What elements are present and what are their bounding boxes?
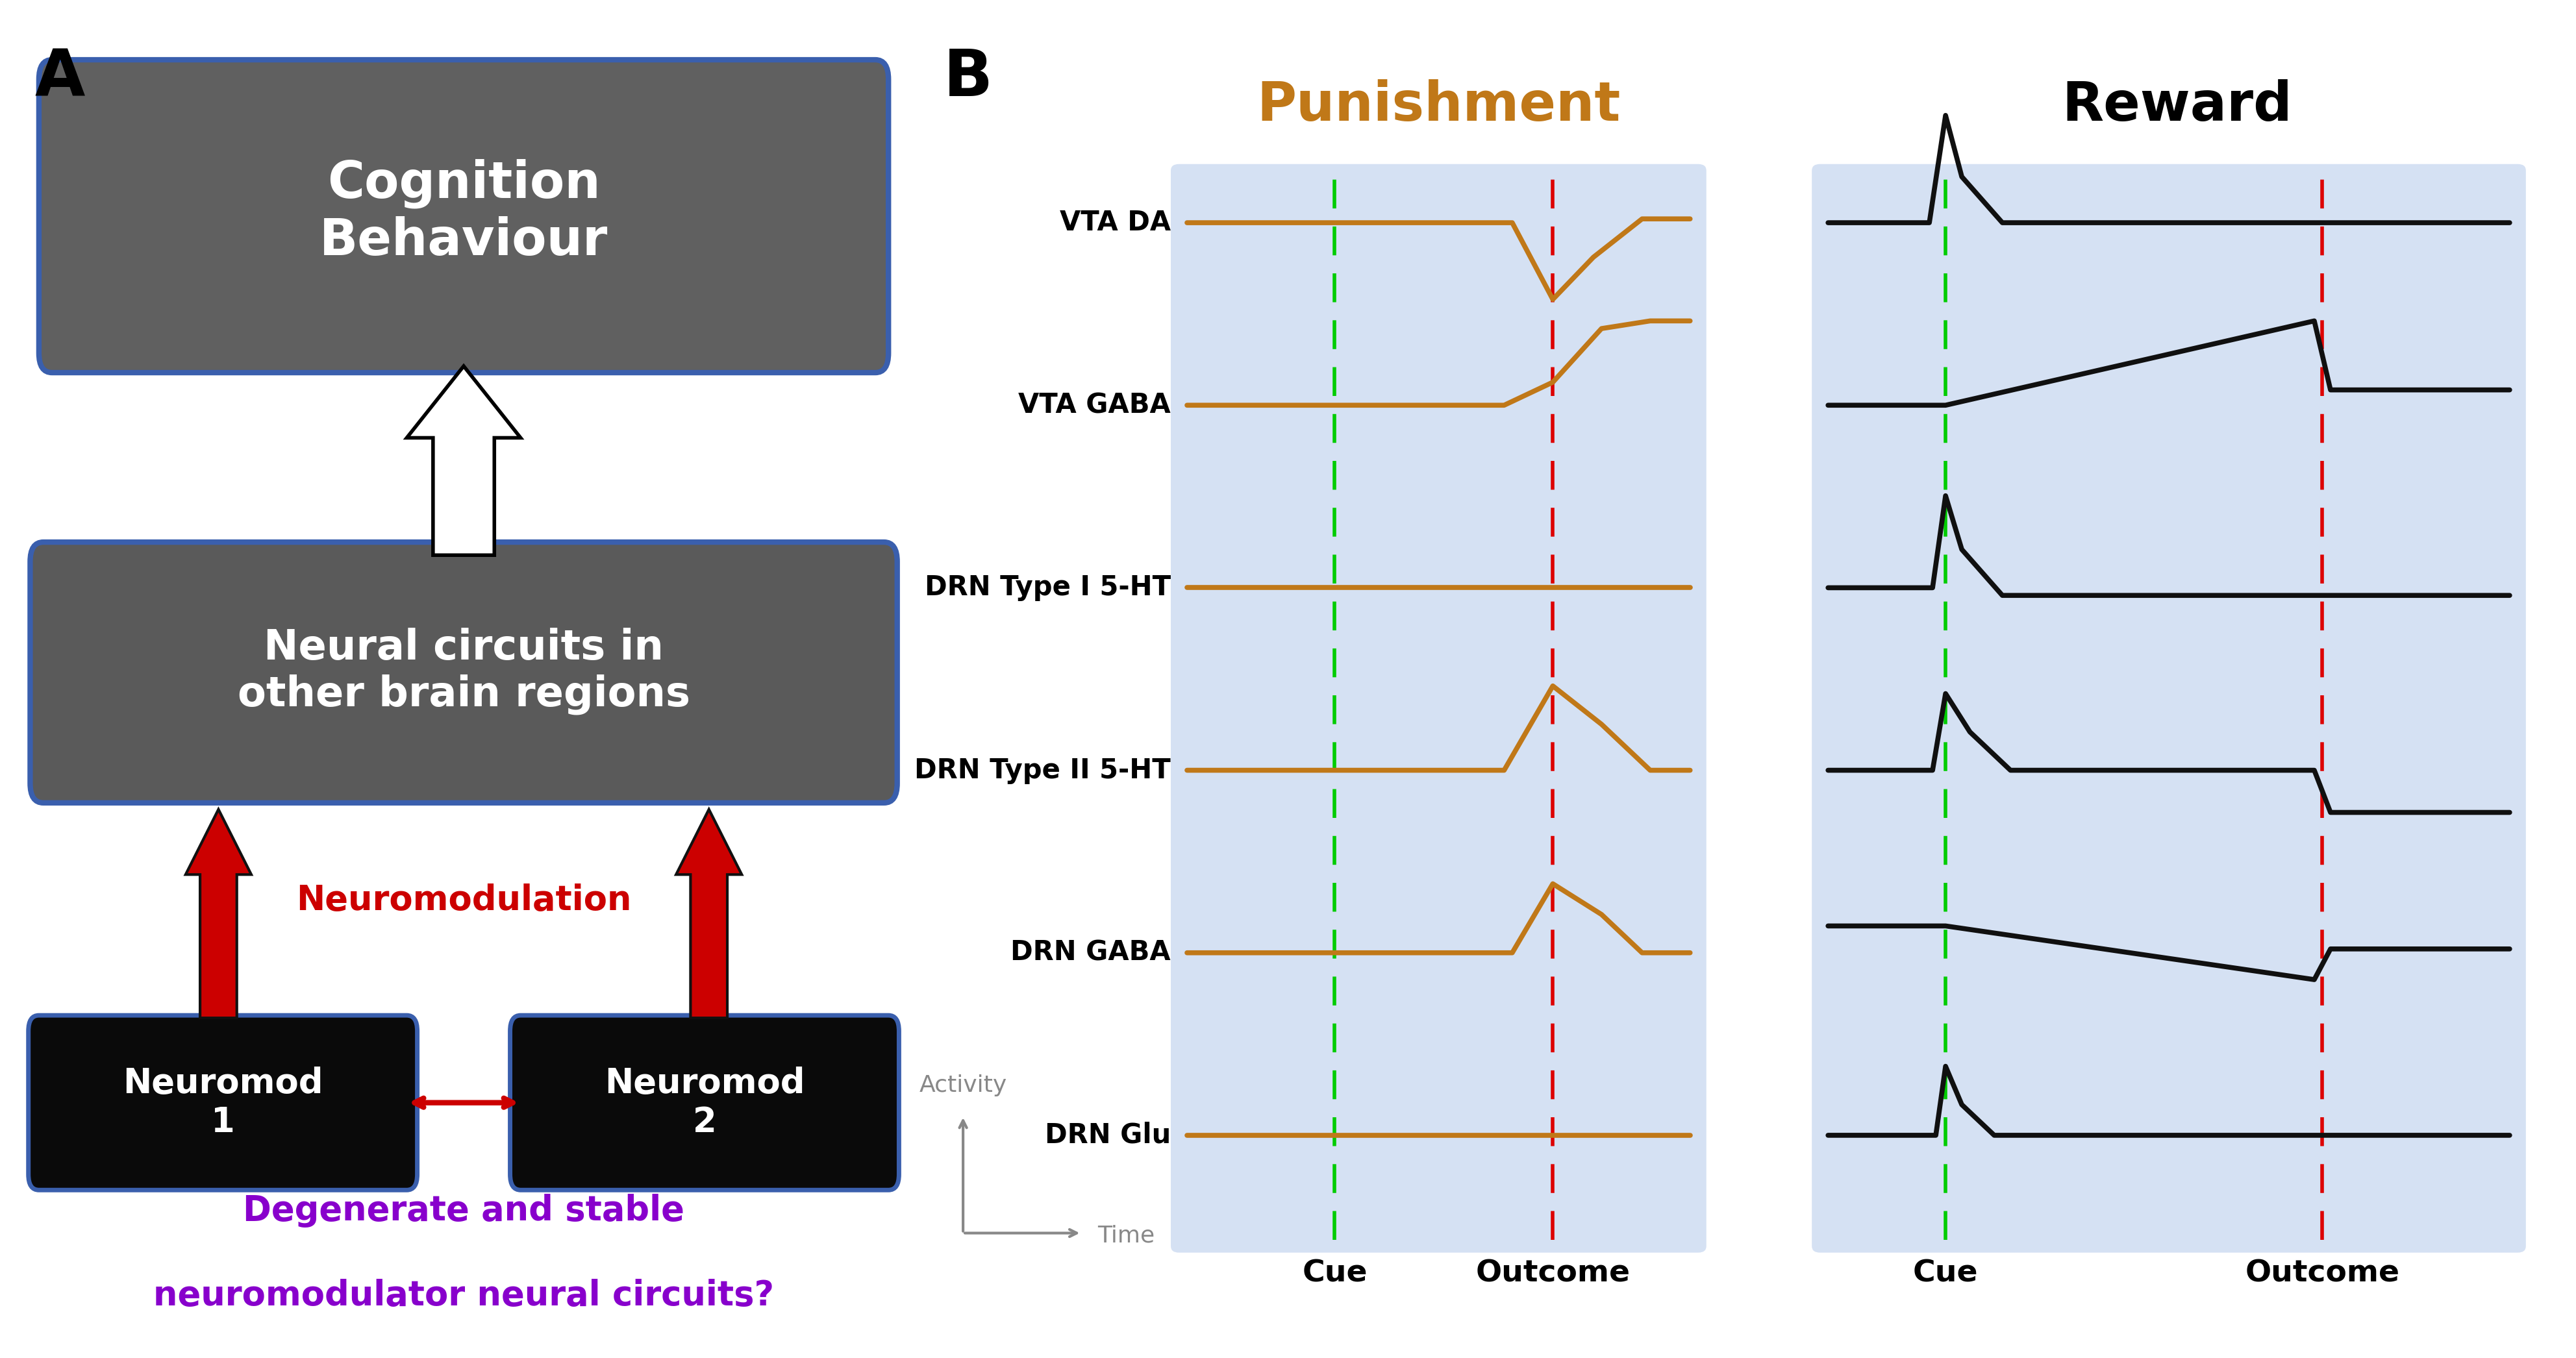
FancyArrow shape — [675, 809, 742, 1018]
Text: Outcome: Outcome — [1476, 1259, 1631, 1289]
Text: Cue: Cue — [1914, 1259, 1978, 1289]
FancyArrow shape — [407, 367, 520, 555]
Text: Activity: Activity — [920, 1074, 1007, 1096]
Text: neuromodulator neural circuits?: neuromodulator neural circuits? — [155, 1279, 773, 1312]
FancyArrow shape — [185, 809, 252, 1018]
Text: Punishment: Punishment — [1257, 79, 1620, 132]
FancyBboxPatch shape — [31, 542, 896, 803]
Text: DRN Type I 5-HT: DRN Type I 5-HT — [925, 574, 1170, 602]
Text: DRN GABA: DRN GABA — [1010, 940, 1170, 967]
Text: Outcome: Outcome — [2246, 1259, 2401, 1289]
Text: VTA DA: VTA DA — [1059, 209, 1170, 236]
FancyBboxPatch shape — [510, 1016, 899, 1190]
Text: VTA GABA: VTA GABA — [1018, 391, 1170, 418]
Text: Cognition
Behaviour: Cognition Behaviour — [319, 159, 608, 266]
Text: Degenerate and stable: Degenerate and stable — [242, 1194, 685, 1228]
Text: DRN Glu: DRN Glu — [1046, 1122, 1170, 1149]
FancyBboxPatch shape — [1170, 164, 1705, 1252]
FancyBboxPatch shape — [28, 1016, 417, 1190]
Text: Time: Time — [1097, 1225, 1154, 1247]
Text: Neuromodulation: Neuromodulation — [296, 884, 631, 918]
Text: Reward: Reward — [2061, 79, 2293, 132]
Text: Neuromod
2: Neuromod 2 — [605, 1066, 804, 1139]
Text: DRN Type II 5-HT: DRN Type II 5-HT — [914, 756, 1170, 784]
FancyBboxPatch shape — [1811, 164, 2527, 1252]
Text: Neural circuits in
other brain regions: Neural circuits in other brain regions — [237, 627, 690, 714]
Text: B: B — [943, 46, 992, 110]
Text: A: A — [33, 46, 85, 110]
Text: Neuromod
1: Neuromod 1 — [124, 1066, 322, 1139]
Text: Cue: Cue — [1301, 1259, 1368, 1289]
FancyBboxPatch shape — [39, 60, 889, 372]
